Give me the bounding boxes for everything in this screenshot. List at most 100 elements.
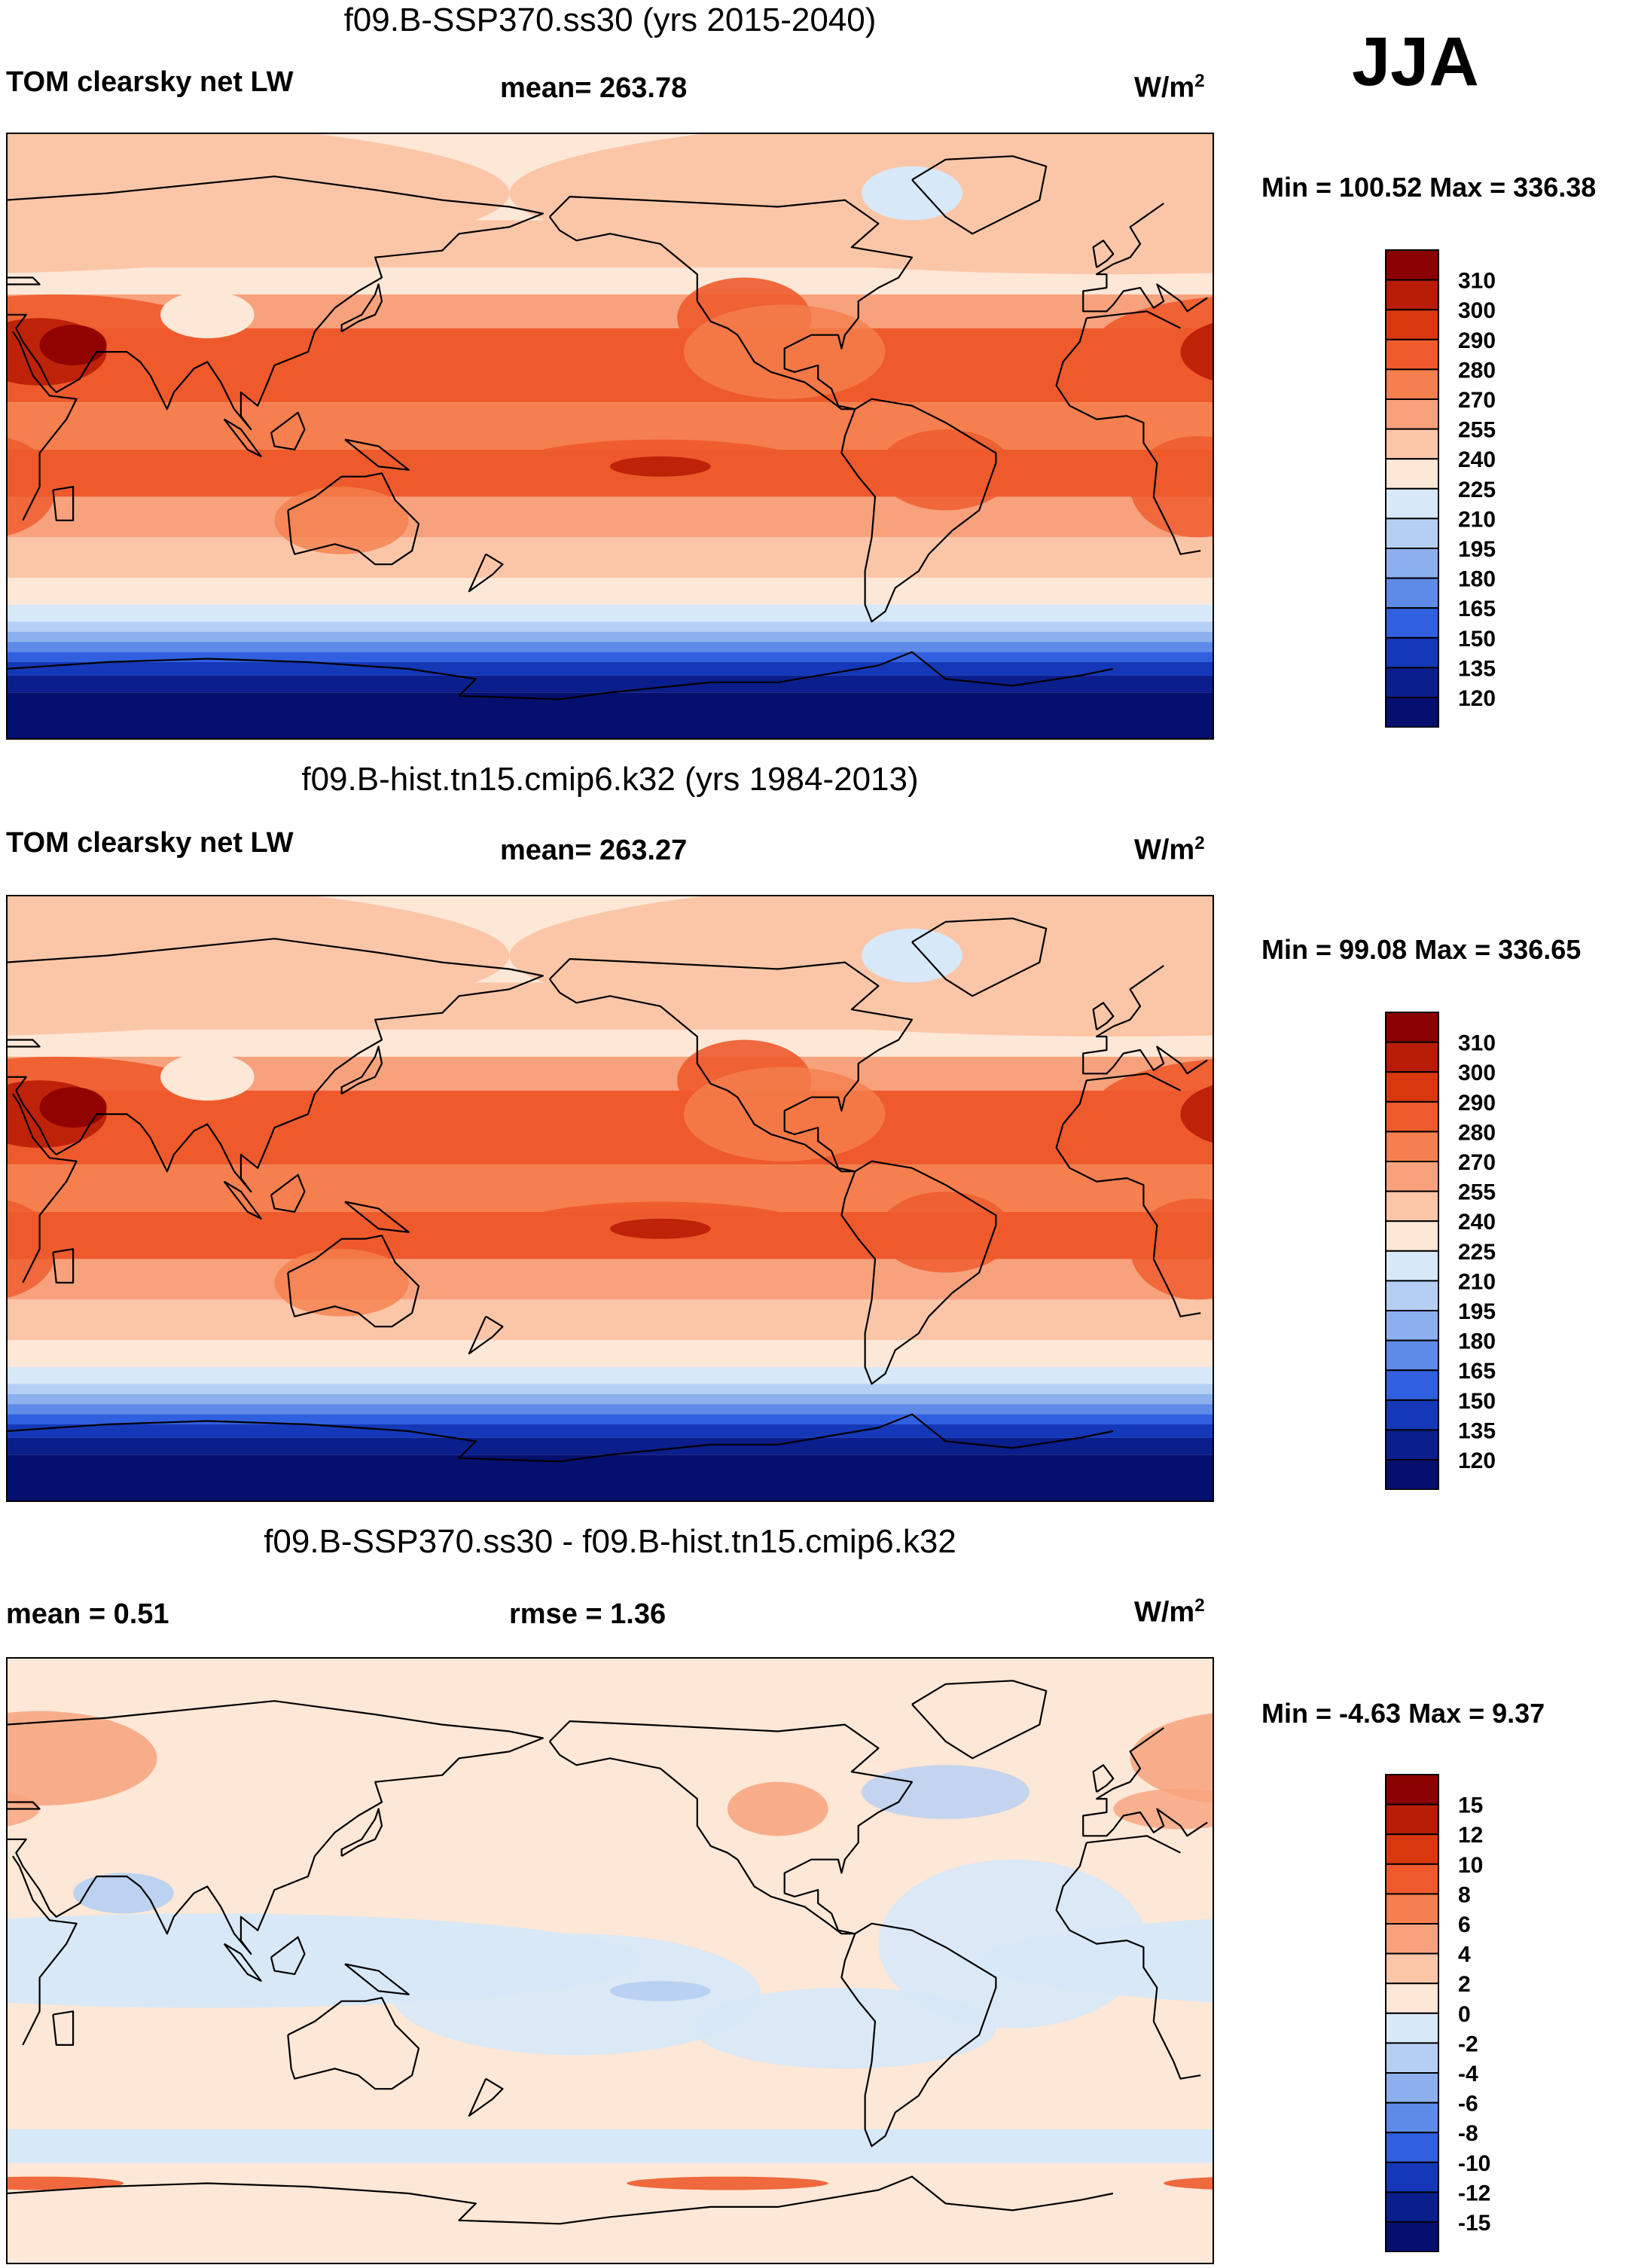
- contour-band: [6, 1404, 1214, 1415]
- coastline-newguinea: [344, 1201, 410, 1233]
- contour-band: [6, 1384, 1214, 1394]
- units-superscript: 2: [1194, 833, 1205, 853]
- colorbar-box: [1385, 338, 1439, 371]
- colorbar-box: [1385, 2012, 1439, 2044]
- colorbar-tick-label: 6: [1458, 1912, 1471, 1937]
- colorbar-box: [1385, 1833, 1439, 1865]
- coastline-africa: [1055, 1079, 1201, 1317]
- coastline-madagascar: [52, 486, 75, 522]
- contour-blob: [878, 1192, 1013, 1273]
- colorbar-tick-label: 195: [1458, 1299, 1496, 1324]
- contour-band: [6, 2203, 1214, 2264]
- contour-blob: [1130, 436, 1214, 538]
- colorbar-box: [1385, 1429, 1439, 1461]
- panel-1-left-label: TOM clearsky net LW: [6, 66, 294, 98]
- colorbar-tick-label: 290: [1458, 1091, 1496, 1116]
- contour-blob: [6, 438, 56, 536]
- colorbar-tick-label: 120: [1458, 686, 1496, 711]
- colorbar-tick-label: 310: [1458, 1031, 1496, 1056]
- colorbar-box: [1385, 249, 1439, 281]
- coastline-europe_west: [1112, 1727, 1164, 1790]
- contour-band: [6, 1393, 1214, 1405]
- colorbar-tick-label: 8: [1458, 1882, 1471, 1907]
- coastline-madagascar: [52, 1248, 75, 1284]
- colorbar-tick-label: 150: [1458, 627, 1496, 652]
- coastline-europe_west: [1082, 1787, 1208, 1837]
- colorbar-tick-label: 165: [1458, 1359, 1496, 1384]
- contour-band: [6, 652, 1214, 663]
- colorbar-tick-label: 290: [1458, 328, 1496, 353]
- contour-band: [6, 1259, 1214, 1300]
- contour-blob: [160, 1053, 255, 1101]
- colorbar-tick-label: -8: [1458, 2121, 1478, 2146]
- panel-1-colorbar: 310 300 290 280 270 255 240 225 210 195 180 165 150 1…: [1385, 249, 1496, 728]
- colorbar-box: [1385, 1310, 1439, 1342]
- colorbar-box: [1385, 1803, 1439, 1836]
- colorbar-tick-label: 270: [1458, 1150, 1496, 1175]
- coastline-borneo: [270, 1936, 306, 1975]
- contour-band: [6, 604, 1214, 622]
- colorbar-box: [1385, 1100, 1439, 1133]
- coastline-namerica: [548, 957, 914, 1173]
- coastline-antarctica: [6, 651, 1114, 701]
- panel-3-center-label: rmse = 1.36: [509, 1598, 667, 1630]
- coastline-antarctica: [6, 2175, 1114, 2225]
- map-frame: [6, 895, 1214, 1502]
- contour-band: [6, 1657, 1214, 1725]
- colorbar-tick-label: 270: [1458, 388, 1496, 413]
- colorbar-tick-label: 0: [1458, 2002, 1471, 2027]
- contour-blob: [39, 1087, 107, 1128]
- panel-2-title: f09.B-hist.tn15.cmip6.k32 (yrs 1984-2013…: [301, 761, 919, 798]
- colorbar-tick-label: 180: [1458, 1329, 1496, 1354]
- colorbar-tick-label: 240: [1458, 447, 1496, 472]
- contour-blob: [6, 895, 510, 1036]
- colorbar-box: [1385, 1952, 1439, 1985]
- colorbar-box: [1385, 1893, 1439, 1925]
- colorbar-box: [1385, 428, 1439, 460]
- colorbar-tick-label: 300: [1458, 298, 1496, 323]
- coastline-nz: [468, 2077, 504, 2117]
- contour-blob: [6, 2176, 124, 2190]
- colorbar-box: [1385, 2072, 1439, 2104]
- contour-blob: [1180, 322, 1214, 381]
- colorbar-tick-label: 10: [1458, 1853, 1483, 1878]
- panel-1-map: [6, 133, 1214, 740]
- coastline-uk: [1092, 1764, 1115, 1793]
- contour-blob: [1097, 296, 1214, 387]
- contour-band: [6, 631, 1214, 643]
- panel-3-colorbar: 15 12 10 8 6 4 2 0 -2 -4 -6 -8 -10 -12 -15: [1385, 1774, 1490, 2252]
- colorbar-tick-label: 135: [1458, 1418, 1496, 1443]
- colorbar-tick-label: -6: [1458, 2092, 1478, 2117]
- colorbar-tick-label: 225: [1458, 478, 1496, 502]
- colorbar-box: [1385, 1923, 1439, 1955]
- coastline-africa: [1055, 1842, 1201, 2080]
- panel-1-units: W/m2: [1134, 71, 1205, 105]
- colorbar-box: [1385, 2191, 1439, 2224]
- colorbar-box: [1385, 368, 1439, 400]
- contour-blob: [862, 1765, 1030, 1819]
- colorbar-box: [1385, 577, 1439, 609]
- contour-blob: [727, 1781, 828, 1836]
- coastline-africa: [1086, 1835, 1181, 1854]
- contour-blob: [6, 133, 510, 273]
- contour-band: [6, 662, 1214, 676]
- colorbar-tick-label: 280: [1458, 1120, 1496, 1145]
- colorbar-tick-label: 300: [1458, 1061, 1496, 1085]
- colorbar-box: [1385, 1250, 1439, 1282]
- panel-1-min-max: Min = 100.52 Max = 336.38: [1261, 172, 1597, 203]
- colorbar-box: [1385, 1220, 1439, 1252]
- contour-blob: [73, 1873, 174, 1914]
- contour-band: [6, 1340, 1214, 1367]
- colorbar-box: [1385, 1399, 1439, 1431]
- colorbar-box: [1385, 1459, 1439, 1490]
- coastline-africa: [11, 1093, 78, 1284]
- panel-1-center-label: mean= 263.78: [500, 72, 688, 104]
- coastline-samerica: [840, 398, 997, 623]
- coastline-borneo: [270, 411, 306, 450]
- colorbar-box: [1385, 1863, 1439, 1895]
- colorbar-tick-label: 4: [1458, 1943, 1471, 1967]
- units-superscript: 2: [1194, 71, 1205, 91]
- coastline-australia: [287, 472, 420, 566]
- contour-blob: [610, 456, 711, 477]
- colorbar-box: [1385, 2132, 1439, 2163]
